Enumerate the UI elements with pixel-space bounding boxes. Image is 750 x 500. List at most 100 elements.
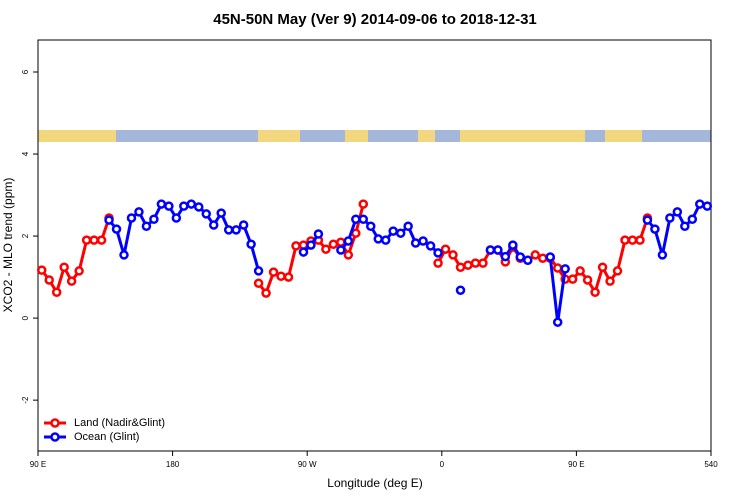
point (395, 228, 406, 238)
point (358, 199, 369, 209)
point (253, 278, 264, 288)
point (186, 199, 197, 209)
point (538, 253, 548, 263)
x-tick-label: 180 (166, 460, 180, 469)
point (141, 221, 152, 231)
point (403, 221, 413, 231)
y-tick-label: 0 (21, 315, 30, 320)
legend-label: Ocean (Glint) (74, 431, 139, 443)
plot-frame (37, 39, 712, 452)
point (246, 239, 256, 250)
point (470, 258, 481, 268)
point (336, 245, 346, 255)
point (552, 317, 563, 327)
point (111, 224, 122, 234)
point (485, 245, 496, 255)
point (216, 208, 226, 218)
point (291, 241, 301, 251)
point (66, 276, 77, 286)
point (695, 199, 705, 209)
point (89, 235, 99, 245)
point (440, 244, 451, 254)
point (515, 252, 526, 262)
point (328, 239, 339, 250)
point (627, 235, 638, 245)
x-axis-label: Longitude (deg E) (327, 476, 422, 490)
chart-title: 45N-50N May (Ver 9) 2014-09-06 to 2018-1… (213, 11, 537, 28)
point (59, 262, 69, 272)
point (134, 207, 144, 217)
point (358, 214, 369, 224)
legend-marker (50, 418, 60, 428)
point (283, 272, 294, 282)
point (343, 236, 354, 246)
point (261, 288, 271, 298)
point (582, 275, 593, 285)
point (590, 287, 600, 298)
point (478, 258, 488, 268)
point (455, 285, 466, 295)
x-tick-label: 0 (440, 460, 445, 469)
x-tick-label: 90 E (30, 460, 46, 469)
point (605, 276, 615, 286)
point (657, 250, 668, 260)
point (313, 229, 324, 239)
point (380, 235, 391, 245)
point (74, 266, 84, 276)
point (530, 250, 541, 260)
point (545, 252, 555, 262)
y-tick-label: 4 (21, 151, 30, 156)
point (36, 265, 47, 275)
point (567, 274, 578, 284)
point (253, 266, 264, 276)
point (171, 213, 182, 223)
point (433, 248, 443, 258)
y-tick-label: 2 (21, 233, 30, 238)
point (463, 260, 473, 270)
x-tick-label: 90 W (298, 460, 317, 469)
point (702, 201, 713, 211)
y-axis-label: XCO2 - MLO trend (ppm) (1, 178, 15, 313)
point (104, 215, 114, 225)
point (650, 224, 660, 234)
point (500, 251, 511, 262)
point (366, 221, 376, 231)
point (231, 225, 241, 235)
point (306, 240, 316, 250)
point (665, 213, 675, 223)
point (81, 235, 92, 245)
point (238, 220, 249, 230)
point (321, 244, 331, 254)
point (635, 235, 645, 245)
point (642, 215, 653, 225)
point (201, 209, 211, 219)
point (51, 287, 62, 298)
point (433, 258, 443, 268)
x-tick-label: 540 (704, 460, 718, 469)
point (373, 234, 383, 244)
point (164, 201, 174, 211)
point (298, 247, 309, 257)
point (552, 263, 563, 273)
point (351, 214, 361, 224)
point (680, 221, 690, 231)
y-tick-label: -2 (21, 396, 30, 404)
point (223, 225, 234, 235)
point (388, 226, 398, 236)
point (149, 214, 159, 224)
y-tick-label: 6 (21, 69, 30, 74)
point (126, 213, 137, 223)
point (336, 237, 346, 247)
point (44, 275, 54, 285)
point (410, 238, 421, 248)
point (448, 250, 458, 260)
point (96, 235, 107, 245)
point (620, 235, 630, 245)
point (194, 202, 204, 212)
point (276, 271, 286, 282)
point (425, 241, 436, 251)
point (575, 266, 585, 276)
point (455, 262, 466, 272)
point (119, 250, 129, 260)
